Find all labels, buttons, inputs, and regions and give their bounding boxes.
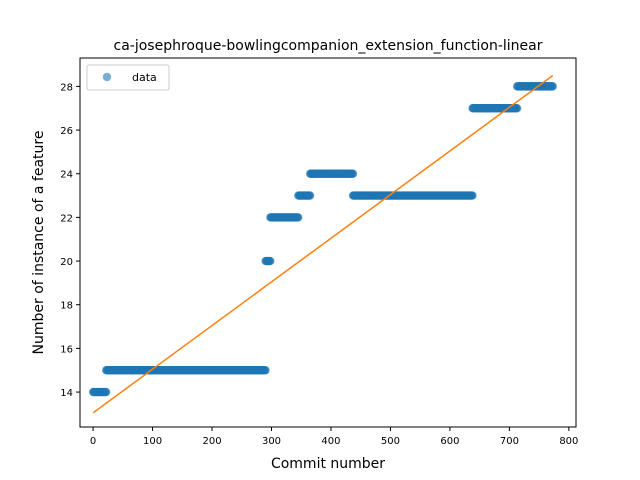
y-tick-label: 14 xyxy=(60,388,73,399)
legend-label-data: data xyxy=(132,71,157,84)
data-point xyxy=(348,169,358,178)
legend: data xyxy=(86,64,170,91)
legend-marker-data xyxy=(102,72,112,82)
y-tick-label: 20 xyxy=(60,257,73,268)
data-point xyxy=(294,213,303,222)
y-tick-label: 28 xyxy=(60,82,73,93)
data-point xyxy=(101,387,111,397)
x-tick-label: 100 xyxy=(143,436,162,447)
y-tick-label: 18 xyxy=(60,301,73,312)
x-tick-label: 400 xyxy=(321,436,340,447)
x-tick-label: 600 xyxy=(440,436,459,447)
y-tick-label: 22 xyxy=(60,213,73,224)
y-axis-ticks: 14 16 18 20 22 24 26 28 xyxy=(60,82,80,399)
linear-fit-line xyxy=(92,74,554,414)
legend-box xyxy=(86,64,170,91)
y-tick-label: 24 xyxy=(60,170,73,181)
x-tick-label: 200 xyxy=(202,436,221,447)
y-tick-label: 16 xyxy=(60,344,73,355)
x-tick-label: 500 xyxy=(381,436,400,447)
chart-title: ca-josephroque-bowlingcompanion_extensio… xyxy=(114,38,543,54)
x-tick-label: 0 xyxy=(90,436,96,447)
scatter-series-data xyxy=(88,82,558,397)
data-point xyxy=(261,366,270,375)
data-point xyxy=(548,82,558,91)
plot-area xyxy=(88,74,558,414)
x-tick-label: 700 xyxy=(500,436,519,447)
data-point xyxy=(266,256,275,266)
x-axis-ticks: 0 100 200 300 400 500 600 700 800 xyxy=(90,427,578,447)
x-axis-label: Commit number xyxy=(271,456,385,472)
y-axis-label: Number of instance of a feature xyxy=(31,131,47,355)
data-point xyxy=(305,191,315,200)
plot-frame xyxy=(79,57,577,428)
y-tick-label: 26 xyxy=(60,126,73,137)
data-point xyxy=(468,191,477,200)
data-point xyxy=(512,104,522,113)
x-tick-label: 300 xyxy=(262,436,281,447)
x-tick-label: 800 xyxy=(559,436,578,447)
